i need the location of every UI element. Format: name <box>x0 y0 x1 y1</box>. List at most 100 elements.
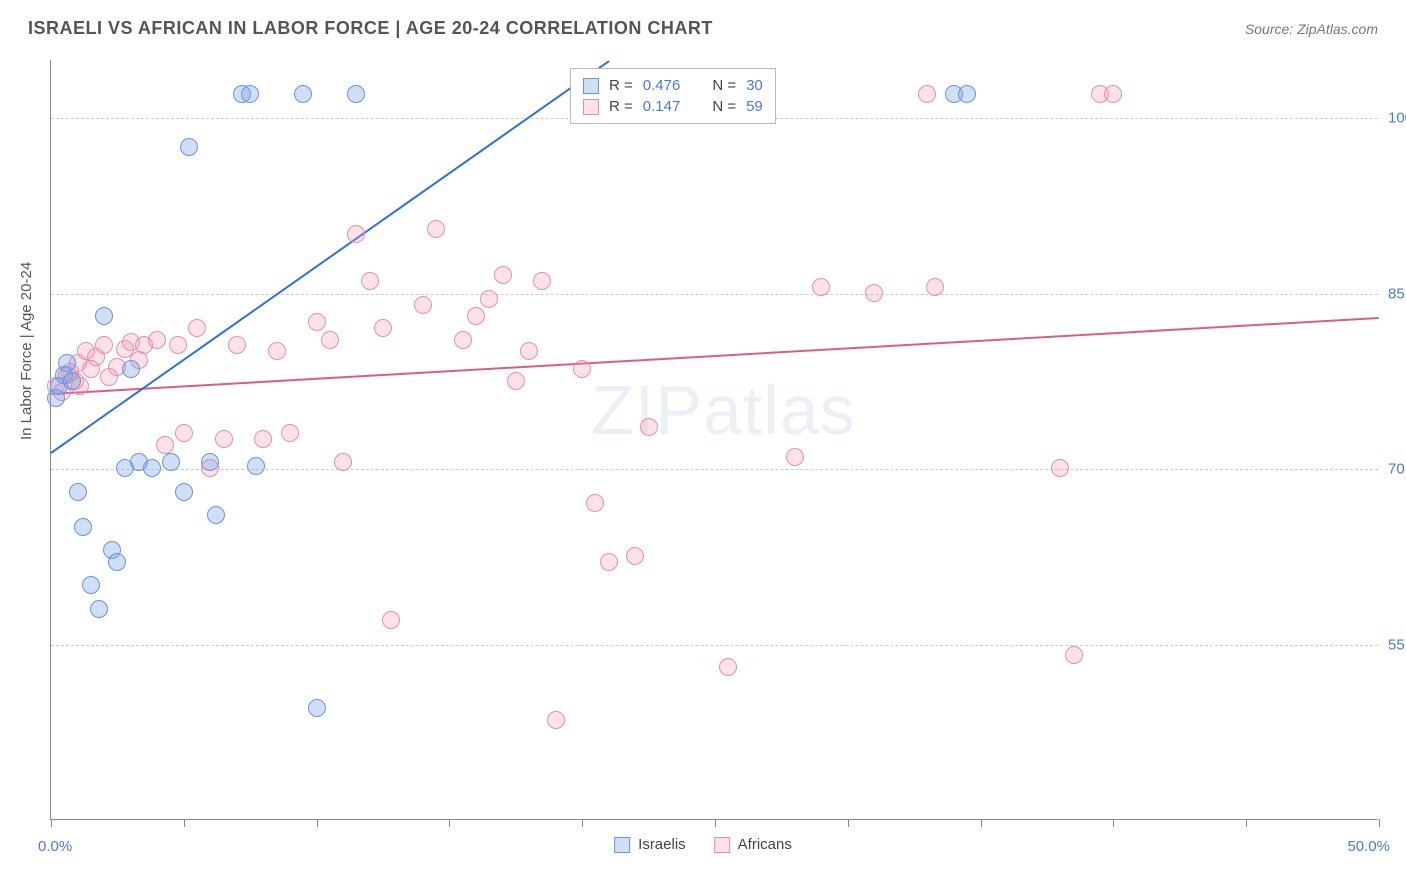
legend-label: Africans <box>738 836 792 853</box>
data-point-israeli <box>58 354 76 372</box>
data-point-israeli <box>122 360 140 378</box>
data-point-african <box>427 220 445 238</box>
data-point-african <box>148 331 166 349</box>
x-tick <box>715 819 716 827</box>
data-point-israeli <box>294 85 312 103</box>
gridline <box>51 645 1378 646</box>
stats-n-value: 59 <box>746 98 763 115</box>
data-point-african <box>382 611 400 629</box>
data-point-african <box>156 436 174 454</box>
data-point-african <box>520 342 538 360</box>
data-point-african <box>918 85 936 103</box>
trend-line <box>51 317 1379 395</box>
data-point-israeli <box>201 453 219 471</box>
data-point-israeli <box>143 459 161 477</box>
data-point-african <box>1051 459 1069 477</box>
data-point-israeli <box>180 138 198 156</box>
data-point-african <box>494 266 512 284</box>
gridline <box>51 294 1378 295</box>
data-point-israeli <box>82 576 100 594</box>
x-tick <box>449 819 450 827</box>
data-point-israeli <box>95 307 113 325</box>
data-point-african <box>454 331 472 349</box>
watermark-text: ZIPatlas <box>591 370 856 450</box>
x-tick <box>317 819 318 827</box>
data-point-african <box>334 453 352 471</box>
chart-container: ISRAELI VS AFRICAN IN LABOR FORCE | AGE … <box>0 0 1406 892</box>
swatch-icon <box>714 837 730 853</box>
x-tick <box>184 819 185 827</box>
y-tick-label: 70.0% <box>1388 461 1406 478</box>
data-point-israeli <box>108 553 126 571</box>
data-point-african <box>308 313 326 331</box>
data-point-african <box>188 319 206 337</box>
data-point-african <box>281 424 299 442</box>
data-point-african <box>507 372 525 390</box>
data-point-israeli <box>69 483 87 501</box>
data-point-african <box>573 360 591 378</box>
y-tick-label: 85.0% <box>1388 285 1406 302</box>
data-point-african <box>1065 646 1083 664</box>
data-point-israeli <box>175 483 193 501</box>
data-point-african <box>215 430 233 448</box>
data-point-african <box>1104 85 1122 103</box>
legend: Israelis Africans <box>614 836 792 853</box>
legend-item-israelis: Israelis <box>614 836 686 853</box>
data-point-african <box>865 284 883 302</box>
data-point-israeli <box>90 600 108 618</box>
data-point-israeli <box>162 453 180 471</box>
data-point-african <box>95 336 113 354</box>
stats-row: R = 0.147 N = 59 <box>583 96 763 117</box>
x-axis-min-label: 0.0% <box>38 838 72 855</box>
title-row: ISRAELI VS AFRICAN IN LABOR FORCE | AGE … <box>28 18 1378 39</box>
data-point-african <box>169 336 187 354</box>
y-tick-label: 55.0% <box>1388 636 1406 653</box>
x-tick <box>1379 819 1380 827</box>
data-point-african <box>268 342 286 360</box>
data-point-african <box>374 319 392 337</box>
stats-r-label: R = <box>609 98 633 115</box>
data-point-israeli <box>247 457 265 475</box>
x-tick <box>848 819 849 827</box>
data-point-african <box>361 272 379 290</box>
data-point-african <box>480 290 498 308</box>
stats-n-label: N = <box>712 77 736 94</box>
data-point-african <box>347 225 365 243</box>
data-point-african <box>600 553 618 571</box>
legend-item-africans: Africans <box>714 836 792 853</box>
y-axis-label: In Labor Force | Age 20-24 <box>18 262 35 440</box>
source-label: Source: ZipAtlas.com <box>1245 21 1378 37</box>
x-axis-max-label: 50.0% <box>1347 838 1390 855</box>
stats-n-label: N = <box>712 98 736 115</box>
chart-title: ISRAELI VS AFRICAN IN LABOR FORCE | AGE … <box>28 18 713 39</box>
legend-label: Israelis <box>638 836 686 853</box>
data-point-israeli <box>308 699 326 717</box>
stats-r-value: 0.476 <box>643 77 681 94</box>
stats-n-value: 30 <box>746 77 763 94</box>
x-tick <box>1113 819 1114 827</box>
data-point-israeli <box>207 506 225 524</box>
stats-row: R =0.476N =30 <box>583 75 763 96</box>
data-point-israeli <box>241 85 259 103</box>
plot-area: ZIPatlas 55.0%70.0%85.0%100.0% <box>50 60 1378 820</box>
data-point-israeli <box>74 518 92 536</box>
x-tick <box>1246 819 1247 827</box>
data-point-african <box>640 418 658 436</box>
data-point-african <box>812 278 830 296</box>
swatch-icon <box>583 78 599 94</box>
stats-r-value: 0.147 <box>643 98 681 115</box>
swatch-icon <box>614 837 630 853</box>
data-point-african <box>321 331 339 349</box>
x-tick <box>582 819 583 827</box>
data-point-african <box>719 658 737 676</box>
data-point-african <box>467 307 485 325</box>
data-point-african <box>547 711 565 729</box>
data-point-african <box>414 296 432 314</box>
data-point-african <box>586 494 604 512</box>
y-tick-label: 100.0% <box>1388 110 1406 127</box>
x-tick <box>981 819 982 827</box>
x-tick <box>51 819 52 827</box>
data-point-israeli <box>63 372 81 390</box>
swatch-icon <box>583 99 599 115</box>
data-point-african <box>926 278 944 296</box>
